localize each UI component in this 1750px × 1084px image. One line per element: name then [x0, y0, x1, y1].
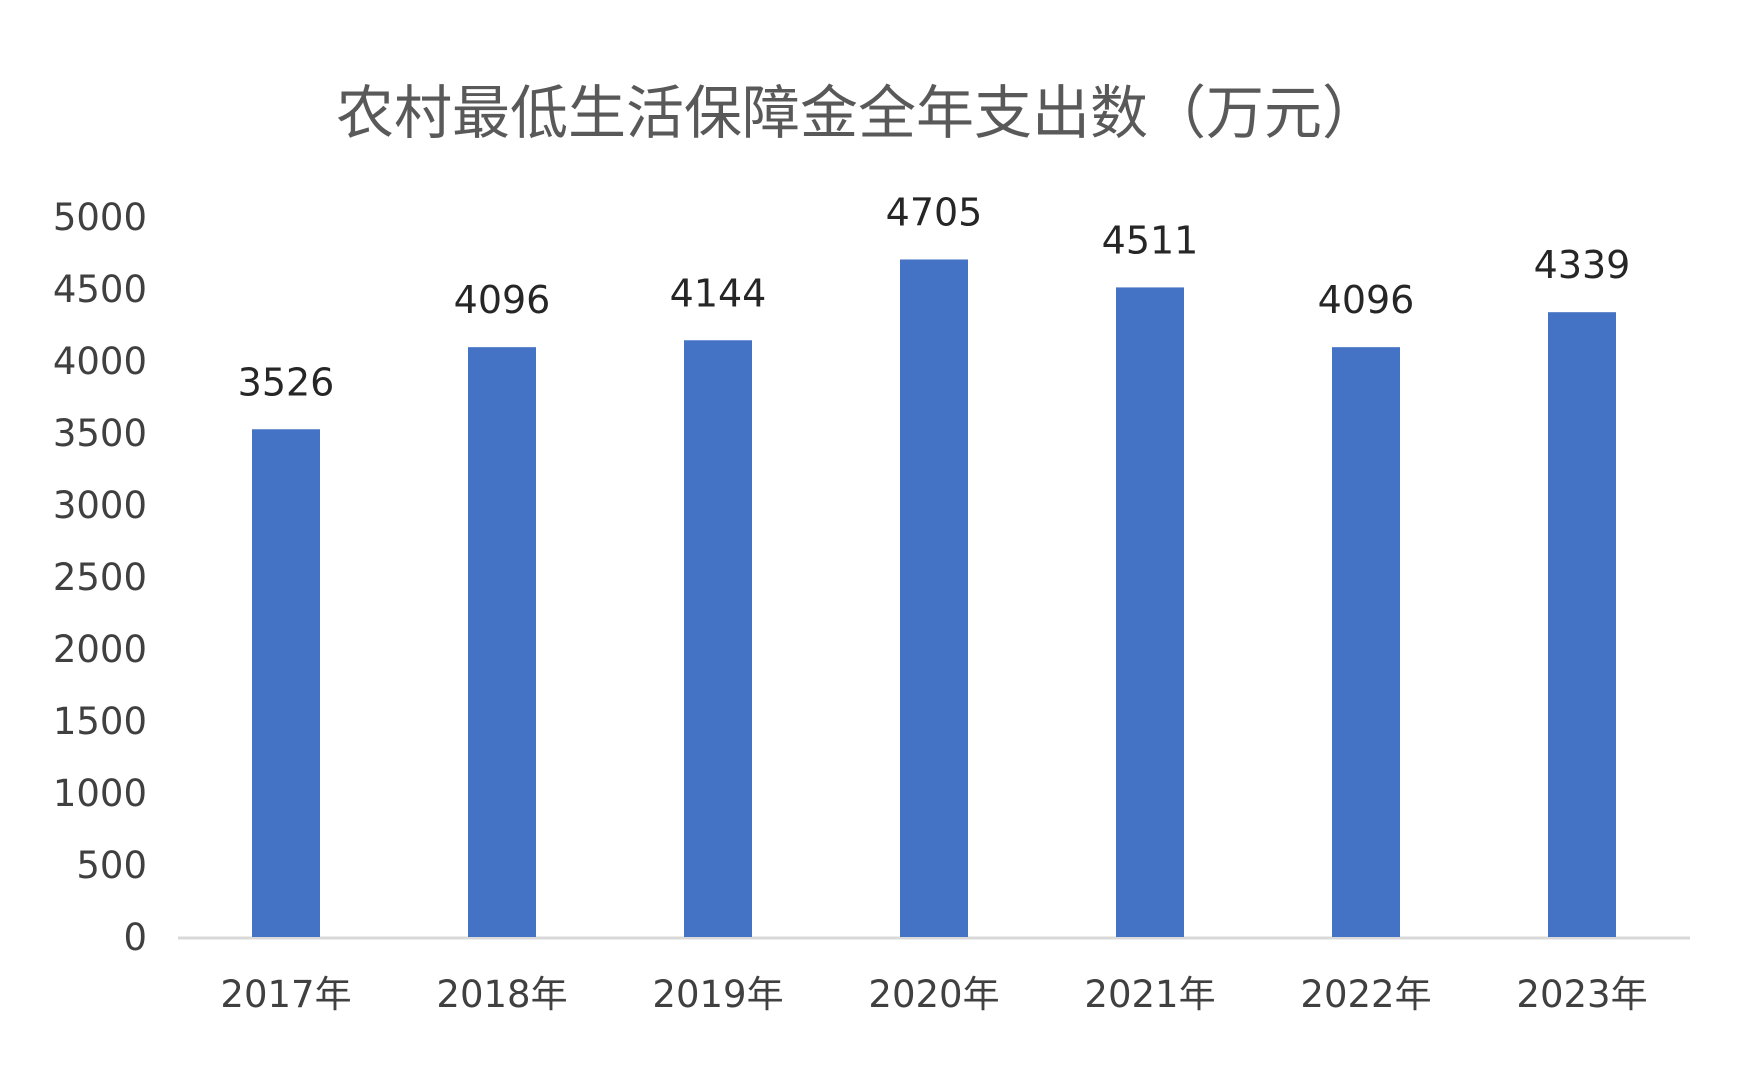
x-tick-label: 2022年 [1300, 973, 1431, 1016]
y-tick-label: 2500 [53, 556, 147, 599]
data-label: 4096 [454, 278, 551, 322]
y-tick-label: 1000 [53, 772, 147, 815]
x-tick-label: 2020年 [868, 973, 999, 1016]
data-label: 3526 [238, 360, 335, 404]
bar [468, 347, 536, 937]
data-labels-group: 3526 4096 4144 4705 4511 4096 4339 [238, 190, 1631, 404]
y-tick-label: 5000 [53, 196, 147, 239]
y-tick-label: 4000 [53, 340, 147, 383]
x-tick-label: 2019年 [652, 973, 783, 1016]
data-label: 4339 [1534, 243, 1631, 287]
x-tick-label: 2023年 [1516, 973, 1647, 1016]
x-tick-label: 2018年 [436, 973, 567, 1016]
y-tick-label: 0 [123, 916, 147, 959]
data-label: 4096 [1318, 278, 1415, 322]
data-label: 4144 [670, 271, 767, 315]
x-axis-categories: 2017年 2018年 2019年 2020年 2021年 2022年 2023年 [220, 973, 1647, 1016]
data-label: 4511 [1102, 218, 1199, 262]
y-tick-label: 3000 [53, 484, 147, 527]
y-tick-label: 1500 [53, 700, 147, 743]
bar [1116, 287, 1184, 937]
y-tick-label: 2000 [53, 628, 147, 671]
y-axis-ticks: 0 500 1000 1500 2000 2500 3000 3500 4000 4500 5000 [53, 196, 147, 959]
y-tick-label: 4500 [53, 268, 147, 311]
bar [1332, 347, 1400, 937]
x-tick-label: 2017年 [220, 973, 351, 1016]
x-tick-label: 2021年 [1084, 973, 1215, 1016]
bar [252, 429, 320, 937]
data-label: 4705 [886, 190, 983, 234]
bar [684, 340, 752, 937]
y-tick-label: 3500 [53, 412, 147, 455]
bar [1548, 312, 1616, 938]
bars-group [252, 259, 1616, 938]
bar [900, 259, 968, 938]
y-tick-label: 500 [76, 844, 147, 887]
chart-title: 农村最低生活保障金全年支出数（万元） [336, 79, 1380, 147]
